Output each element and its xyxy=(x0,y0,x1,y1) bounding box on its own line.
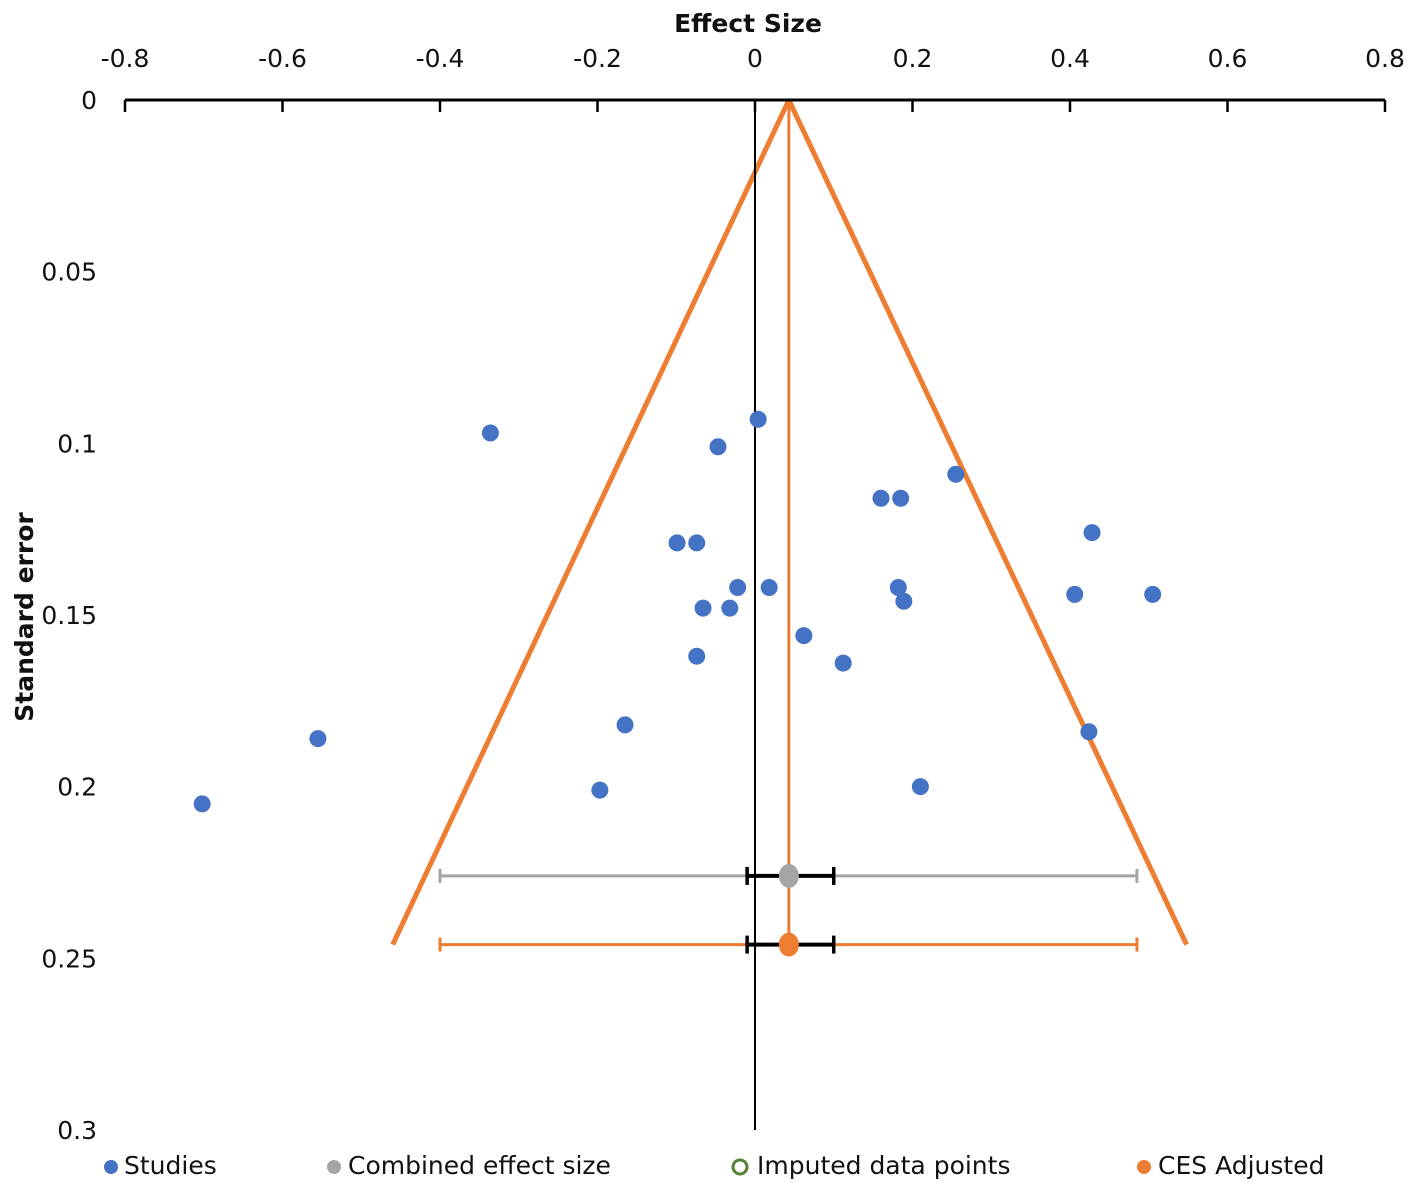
study-point xyxy=(947,465,965,483)
y-tick-label: 0.15 xyxy=(41,601,97,630)
study-point xyxy=(1144,585,1162,603)
study-point xyxy=(721,599,739,617)
y-tick-label: 0.25 xyxy=(41,944,97,973)
study-point xyxy=(688,647,706,665)
ces-adjusted-error-bar xyxy=(438,932,1139,957)
study-point xyxy=(749,410,767,428)
x-tick-label: 0.2 xyxy=(893,44,933,73)
study-point xyxy=(616,716,634,734)
study-point xyxy=(694,599,712,617)
study-point xyxy=(688,534,706,552)
axes: Effect Size Standard error -0.8 -0.6 -0.4 -… xyxy=(10,9,1405,1145)
legend-label-adjusted: CES Adjusted xyxy=(1158,1151,1324,1180)
legend: Studies Combined effect size Imputed dat… xyxy=(104,1151,1324,1180)
legend-item-imputed: Imputed data points xyxy=(731,1151,1010,1180)
funnel-left-edge xyxy=(390,98,792,946)
legend-item-studies: Studies xyxy=(104,1151,217,1180)
legend-marker-adjusted xyxy=(1137,1160,1151,1174)
study-point xyxy=(1080,723,1098,741)
y-tick-label: 0.3 xyxy=(57,1116,97,1145)
ces-adjusted-point xyxy=(778,932,799,957)
study-point xyxy=(1083,524,1101,542)
error-bars xyxy=(438,863,1139,957)
x-tick-label: -0.8 xyxy=(101,44,150,73)
study-point xyxy=(889,579,907,597)
x-tick-label: -0.6 xyxy=(258,44,307,73)
y-axis-title: Standard error xyxy=(10,512,39,722)
study-point xyxy=(309,730,327,748)
study-point xyxy=(668,534,686,552)
legend-marker-combined xyxy=(327,1160,341,1174)
study-point xyxy=(481,424,499,442)
study-points xyxy=(193,410,1162,813)
funnel-right-edge xyxy=(786,98,1189,946)
study-point xyxy=(760,579,778,597)
study-point xyxy=(895,592,913,610)
study-point xyxy=(193,795,211,813)
y-tick-label: 0.05 xyxy=(41,258,97,287)
legend-marker-imputed xyxy=(731,1158,749,1176)
legend-marker-studies xyxy=(104,1160,118,1174)
x-tick-label: 0.8 xyxy=(1365,44,1405,73)
study-point xyxy=(591,781,609,799)
study-point xyxy=(892,489,910,507)
y-tick-label: 0.2 xyxy=(57,773,97,802)
study-point xyxy=(709,438,727,456)
legend-item-adjusted: CES Adjusted xyxy=(1137,1151,1324,1180)
study-point xyxy=(795,627,813,645)
study-point xyxy=(834,654,852,672)
legend-label-imputed: Imputed data points xyxy=(757,1151,1010,1180)
legend-label-studies: Studies xyxy=(124,1151,217,1180)
study-point xyxy=(729,579,747,597)
legend-label-combined: Combined effect size xyxy=(348,1151,611,1180)
study-point xyxy=(872,489,890,507)
funnel-layer xyxy=(390,98,1189,946)
combined-effect-size-point xyxy=(778,863,799,888)
x-tick-label: 0 xyxy=(747,44,763,73)
y-tick-label: 0 xyxy=(81,86,97,115)
study-point xyxy=(911,778,929,796)
x-tick-label: -0.2 xyxy=(573,44,622,73)
combined-effect-size-error-bar xyxy=(438,863,1139,888)
study-point xyxy=(1066,585,1084,603)
x-tick-label: 0.6 xyxy=(1208,44,1248,73)
x-tick-label: 0.4 xyxy=(1050,44,1090,73)
legend-item-combined: Combined effect size xyxy=(327,1151,611,1180)
x-tick-label: -0.4 xyxy=(416,44,465,73)
y-tick-label: 0.1 xyxy=(57,429,97,458)
x-axis-title: Effect Size xyxy=(674,9,822,38)
